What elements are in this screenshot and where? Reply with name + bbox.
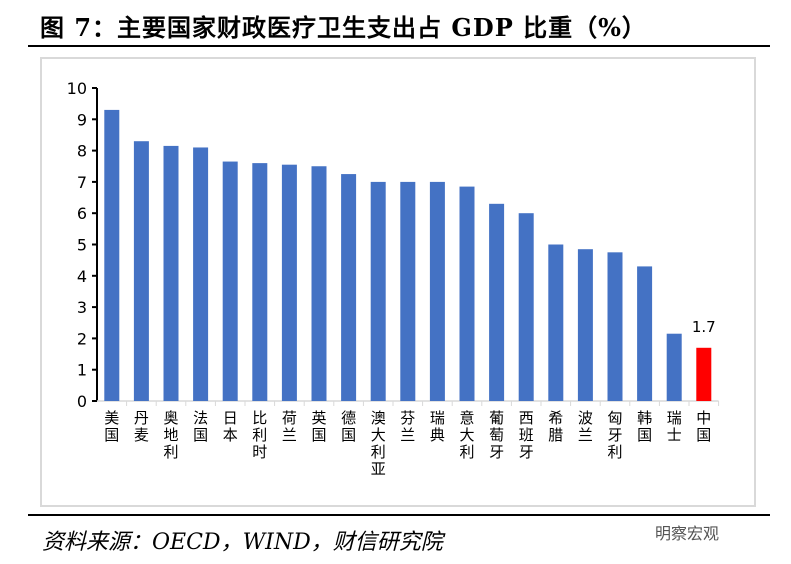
x-tick-label: 德国: [341, 409, 356, 444]
bar-波兰: [577, 249, 593, 401]
top-divider: [28, 45, 770, 47]
y-tick-label: 5: [77, 236, 87, 255]
x-tick-label: 日本: [223, 409, 238, 444]
bar-英国: [311, 166, 327, 401]
x-tick-label: 荷兰: [282, 409, 297, 444]
x-tick-label: 瑞典: [430, 409, 445, 444]
x-tick-label: 奥地利: [163, 409, 178, 461]
x-tick-label: 法国: [193, 409, 208, 444]
y-tick-label: 8: [77, 142, 87, 161]
x-tick-label: 澳大利亚: [371, 409, 386, 478]
data-label: 1.7: [692, 318, 716, 336]
bar-芬兰: [400, 181, 416, 401]
bar-葡萄牙: [489, 203, 505, 401]
bar-日本: [222, 161, 238, 401]
x-tick-label: 美国: [104, 409, 119, 444]
bar-瑞典: [429, 181, 445, 401]
bar-丹麦: [133, 141, 149, 401]
bar-比利时: [252, 163, 268, 401]
y-tick-label: 6: [77, 204, 87, 223]
y-tick-label: 1: [77, 361, 87, 380]
y-tick-label: 0: [77, 392, 87, 411]
x-tick-label: 波兰: [578, 409, 593, 444]
y-tick-label: 4: [77, 267, 87, 286]
bar-奥地利: [163, 145, 179, 401]
x-tick-label: 瑞士: [667, 409, 682, 444]
y-tick-label: 7: [77, 173, 87, 192]
x-tick-label: 韩国: [637, 409, 652, 444]
bar-意大利: [459, 186, 475, 401]
y-tick-label: 9: [77, 110, 87, 129]
x-tick-label: 中国: [696, 409, 711, 444]
x-tick-label: 英国: [311, 409, 326, 444]
bar-澳大利亚: [370, 181, 386, 401]
bar-西班牙: [518, 213, 534, 401]
bar-荷兰: [281, 164, 297, 401]
bar-中国: [696, 347, 712, 401]
x-tick-label: 匈牙利: [607, 409, 622, 461]
x-tick-label: 希腊: [548, 409, 563, 444]
bar-法国: [193, 147, 209, 401]
bar-瑞士: [666, 333, 682, 401]
chart-title: 图 7：主要国家财政医疗卫生支出占 GDP 比重（%）: [40, 13, 647, 42]
x-tick-label: 西班牙: [519, 409, 534, 461]
watermark: 明察宏观: [655, 524, 720, 543]
x-tick-label: 丹麦: [134, 409, 149, 444]
y-tick-label: 10: [67, 79, 87, 98]
x-tick-label: 葡萄牙: [489, 409, 504, 461]
x-tick-label: 意大利: [459, 409, 474, 461]
x-tick-label: 比利时: [252, 409, 267, 461]
x-tick-label: 芬兰: [400, 409, 415, 444]
y-tick-label: 2: [77, 329, 87, 348]
bar-韩国: [637, 266, 653, 401]
bar-匈牙利: [607, 252, 623, 401]
bar-希腊: [548, 244, 564, 401]
bottom-divider: [28, 514, 770, 516]
bar-美国: [104, 109, 120, 401]
chart-frame: [40, 57, 756, 507]
source-note: 资料来源：OECD，WIND，财信研究院: [42, 530, 443, 555]
bar-德国: [341, 174, 357, 401]
y-tick-label: 3: [77, 298, 87, 317]
